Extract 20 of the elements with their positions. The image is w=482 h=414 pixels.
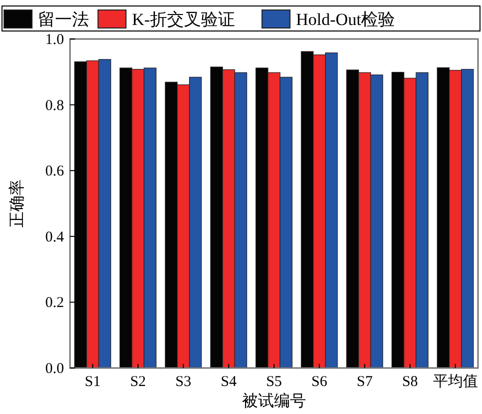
legend-label: K-折交叉验证 xyxy=(132,10,235,29)
legend-label: Hold-Out检验 xyxy=(296,10,396,29)
x-tick-label: S7 xyxy=(356,374,374,390)
x-tick-label: S2 xyxy=(130,374,146,390)
x-tick-label: S8 xyxy=(402,374,418,390)
y-tick-label: 0.8 xyxy=(45,98,64,114)
x-tick-label: S5 xyxy=(266,374,282,390)
y-tick-label: 1.0 xyxy=(45,32,64,48)
x-tick-label: S6 xyxy=(311,374,328,390)
x-axis-title: 被试编号 xyxy=(242,392,306,410)
y-tick-label: 0.4 xyxy=(45,229,64,246)
y-tick-label: 0.0 xyxy=(45,361,64,377)
y-tick-label: 0.6 xyxy=(45,164,64,180)
x-tick-label: S1 xyxy=(84,374,101,390)
y-axis-title: 正确率 xyxy=(8,180,26,228)
x-tick-label: S4 xyxy=(220,374,238,390)
x-tick-label: S3 xyxy=(175,374,192,390)
y-tick-label: 0.2 xyxy=(45,295,64,312)
legend-label: 留一法 xyxy=(38,10,89,29)
x-tick-label: 平均值 xyxy=(432,373,478,390)
